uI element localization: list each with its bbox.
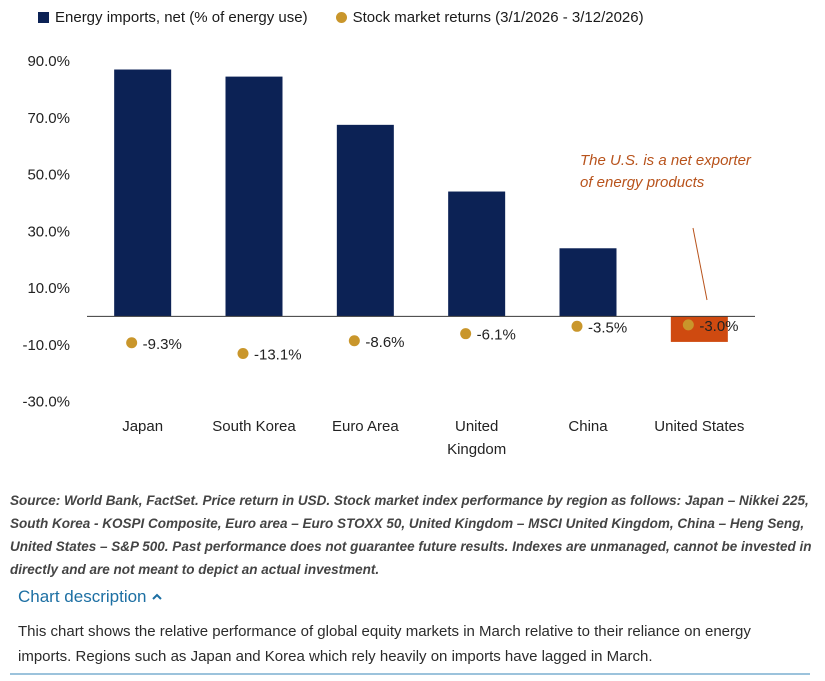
data-point [126, 337, 138, 349]
legend-bar-label: Energy imports, net (% of energy use) [55, 9, 308, 26]
y-tick-label: 50.0% [27, 167, 70, 184]
legend: Energy imports, net (% of energy use) St… [38, 9, 672, 26]
legend-point-label: Stock market returns (3/1/2026 - 3/12/20… [352, 9, 644, 26]
point-label: -3.5% [588, 319, 627, 336]
source-note: Source: World Bank, FactSet. Price retur… [10, 493, 812, 577]
chart-plot: 90.0% 70.0% 50.0% 30.0% 10.0% -10.0% -30.0% -9.… [22, 53, 755, 458]
data-point [348, 335, 360, 347]
divider [10, 673, 810, 675]
category-label: United [455, 418, 498, 435]
bar [336, 124, 394, 317]
point-label: -9.3% [143, 336, 182, 353]
chart-description-toggle-label: Chart description [18, 587, 147, 606]
y-tick-label: 70.0% [27, 110, 70, 127]
bar [225, 76, 283, 317]
data-point [237, 348, 249, 360]
legend-point-swatch [335, 12, 347, 23]
chart-figure: Energy imports, net (% of energy use) St… [22, 9, 755, 458]
legend-bar-swatch [38, 12, 49, 23]
bar [114, 69, 172, 317]
bar [670, 316, 728, 342]
legend-item-stock-returns: Stock market returns (3/1/2026 - 3/12/20… [335, 9, 644, 26]
category-label: South Korea [212, 418, 296, 435]
legend-item-energy-imports: Energy imports, net (% of energy use) [38, 9, 308, 26]
chevron-up-icon [151, 593, 162, 600]
chart-description-toggle[interactable]: Chart description [18, 587, 163, 607]
data-point [571, 320, 583, 332]
data-point [460, 328, 472, 340]
category-label: United States [654, 418, 744, 435]
chart-description-text: This chart shows the relative performanc… [18, 623, 751, 665]
bar [559, 248, 617, 317]
annotation-text: of energy products [580, 174, 705, 191]
point-label: -6.1% [477, 327, 516, 344]
category-label: Euro Area [332, 418, 399, 435]
y-tick-label: -10.0% [22, 337, 70, 354]
data-point [682, 319, 694, 331]
point-label: -13.1% [254, 347, 302, 364]
category-label: Kingdom [447, 441, 506, 458]
annotation-pointer [692, 227, 708, 301]
category-label: Japan [122, 418, 163, 435]
point-label: -8.6% [365, 334, 404, 351]
y-tick-label: 10.0% [27, 280, 70, 297]
bar [448, 191, 506, 317]
y-tick-label: -30.0% [22, 394, 70, 411]
y-tick-label: 90.0% [27, 53, 70, 70]
category-label: China [568, 418, 608, 435]
y-tick-label: 30.0% [27, 223, 70, 240]
point-label: -3.0% [699, 318, 738, 335]
annotation-text: The U.S. is a net exporter [580, 152, 752, 169]
